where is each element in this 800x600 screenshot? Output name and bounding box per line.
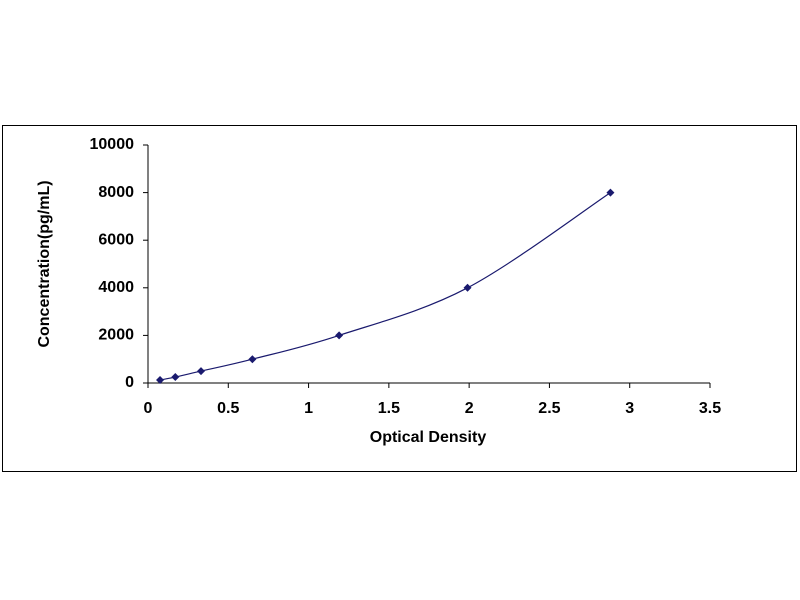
y-tick-label: 2000 <box>98 327 134 344</box>
x-tick-label: 0.5 <box>217 400 239 417</box>
x-tick-label: 2 <box>465 400 474 417</box>
data-point <box>171 373 180 382</box>
data-point <box>335 331 344 340</box>
x-tick-label: 3.5 <box>699 400 721 417</box>
x-tick-label: 0 <box>144 400 153 417</box>
chart-frame <box>2 125 797 472</box>
data-point <box>606 188 615 197</box>
y-tick-label: 8000 <box>98 184 134 201</box>
x-tick-label: 3 <box>625 400 634 417</box>
data-point <box>196 367 205 376</box>
y-axis-title: Concentration(pg/mL) <box>36 180 53 347</box>
y-tick-label: 4000 <box>98 279 134 296</box>
data-point <box>248 355 257 364</box>
y-tick-label: 0 <box>125 374 134 391</box>
x-axis-title: Optical Density <box>370 429 487 446</box>
x-tick-label: 1.5 <box>378 400 400 417</box>
data-point <box>156 376 165 385</box>
data-point <box>463 283 472 292</box>
y-tick-label: 10000 <box>90 136 135 153</box>
x-tick-label: 2.5 <box>538 400 560 417</box>
x-tick-label: 1 <box>304 400 313 417</box>
y-tick-label: 6000 <box>98 231 134 248</box>
